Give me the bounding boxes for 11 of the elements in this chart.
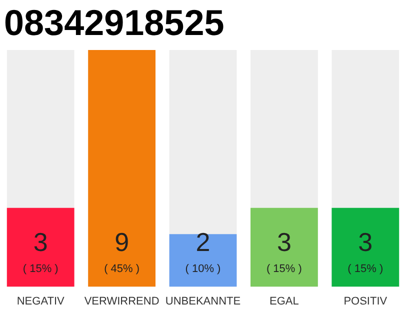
- data-label: 3 ( 15% ): [266, 226, 302, 275]
- x-tick-label: UNBEKANNTE: [165, 295, 241, 308]
- x-tick-label: EGAL: [270, 295, 299, 308]
- x-tick-label: POSITIV: [344, 295, 388, 308]
- x-tick-label: VERWIRREND: [84, 295, 160, 308]
- data-label: 9 ( 45% ): [104, 226, 140, 275]
- data-label: 3 ( 15% ): [22, 226, 58, 275]
- data-label: 2 ( 10% ): [185, 226, 221, 275]
- chart-title: 08342918525: [3, 1, 226, 45]
- data-label: 3 ( 15% ): [348, 226, 384, 275]
- x-tick-label: NEGATIV: [16, 295, 65, 308]
